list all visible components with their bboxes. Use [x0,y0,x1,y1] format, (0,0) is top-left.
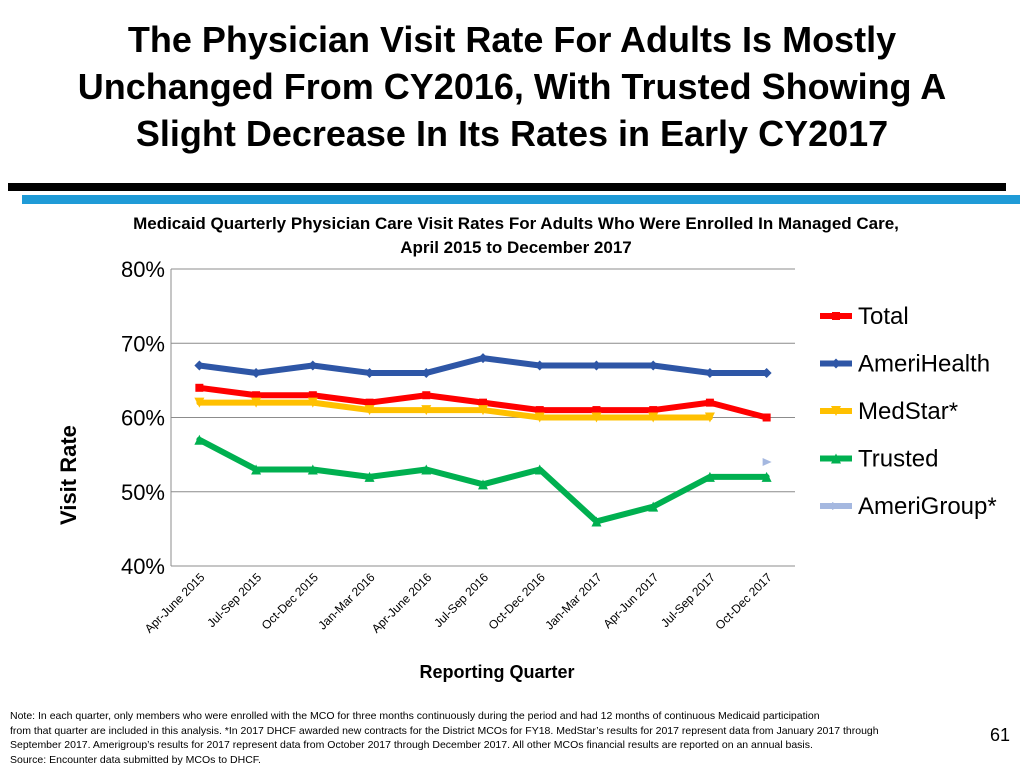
data-point-trusted [364,471,375,482]
data-point-medstar [307,397,318,408]
x-tick-label: Oct-Dec 2016 [486,570,548,632]
data-point-trusted [194,434,205,445]
data-point-total [422,391,431,400]
x-tick-label: Apr-Jun 2017 [600,570,661,631]
data-point-amerihealth [704,367,715,378]
data-point-trusted [478,479,488,490]
data-point-amerihealth [194,360,205,371]
y-tick-label: 60% [121,406,165,431]
data-point-medstar [478,405,488,416]
legend-marker-amerihealth [831,358,841,369]
legend-label-amerigroup: AmeriGroup* [858,493,997,520]
data-point-trusted [534,464,545,475]
data-point-trusted [648,501,659,512]
data-point-medstar [421,405,432,416]
chart-title-line: April 2015 to December 2017 [400,238,632,257]
data-point-total [592,406,601,415]
x-tick-label: Apr-June 2016 [369,570,435,636]
data-point-amerihealth [421,367,432,378]
chart-title-line: Medicaid Quarterly Physician Care Visit … [133,214,899,233]
data-point-total [649,406,658,415]
x-tick-label: Apr-June 2015 [142,570,208,636]
data-point-medstar [648,412,659,423]
slide-title: The Physician Visit Rate For Adults Is M… [0,16,1024,157]
legend-marker-trusted [831,453,841,464]
data-point-amerihealth [648,360,659,371]
legend-marker-amerigroup [832,502,841,510]
footnote-line: from that quarter are included in this a… [10,724,879,737]
legend-marker-total [832,312,840,320]
data-point-amerihealth [761,367,772,378]
slide-title-line: Slight Decrease In Its Rates in Early CY… [135,113,889,154]
y-tick-label: 70% [121,331,165,356]
x-tick-label: Jul-Sep 2017 [658,570,718,630]
data-point-medstar [534,412,545,423]
footnote-line: September 2017. Amerigroup’s results for… [10,739,813,751]
y-tick-label: 40% [121,554,165,579]
data-point-trusted [307,464,318,475]
page-number: 61 [990,725,1011,745]
x-tick-label: Jul-Sep 2016 [431,570,491,630]
y-tick-label: 50% [121,480,165,505]
data-point-amerihealth [591,360,602,371]
data-point-medstar [364,405,375,416]
data-point-trusted [704,471,715,482]
data-point-total [365,398,374,407]
x-tick-label: Oct-Dec 2017 [712,570,774,632]
data-point-trusted [591,516,602,527]
data-point-amerigroup [762,458,772,467]
chart-title: Medicaid Quarterly Physician Care Visit … [0,212,1024,260]
data-point-amerihealth [478,353,488,364]
legend-label-medstar: MedStar* [858,398,958,425]
x-tick-label: Jan-Mar 2016 [315,570,377,632]
title-divider-blue [22,195,1020,204]
data-point-medstar [591,412,602,423]
data-point-amerihealth [364,367,375,378]
data-point-trusted [761,471,772,482]
data-point-total [252,391,261,400]
series-line-medstar [196,399,713,421]
footnote-line: Source: Encounter data submitted by MCOs… [10,753,261,766]
legend-label-amerihealth: AmeriHealth [858,351,990,378]
x-tick-label: Oct-Dec 2015 [259,570,321,632]
data-point-trusted [251,464,262,475]
data-point-total [308,391,317,400]
data-point-total [535,406,544,415]
data-point-total [195,383,204,392]
data-point-amerihealth [534,360,545,371]
data-point-total [705,398,714,407]
slide-title-line: Unchanged From CY2016, With Trusted Show… [77,66,947,107]
data-point-trusted [421,464,432,475]
legend-label-trusted: Trusted [858,446,938,473]
data-point-total [762,413,771,422]
x-axis-title: Reporting Quarter [419,662,574,682]
footnote: Note: In each quarter, only members who … [10,709,970,767]
y-axis-title: Visit Rate [56,425,81,525]
data-point-medstar [194,397,205,408]
y-tick-label: 80% [121,257,165,282]
title-divider-black [8,183,1006,191]
data-point-medstar [704,412,715,423]
x-tick-label: Jan-Mar 2017 [542,570,604,632]
data-point-amerihealth [251,367,262,378]
legend-marker-medstar [831,406,841,416]
slide-title-line: The Physician Visit Rate For Adults Is M… [127,19,897,60]
data-point-amerihealth [307,360,318,371]
x-tick-label: Jul-Sep 2015 [204,570,264,630]
legend-label-total: Total [858,303,909,330]
footnote-line: Note: In each quarter, only members who … [10,710,820,722]
data-point-total [479,398,487,407]
data-point-medstar [251,397,262,408]
